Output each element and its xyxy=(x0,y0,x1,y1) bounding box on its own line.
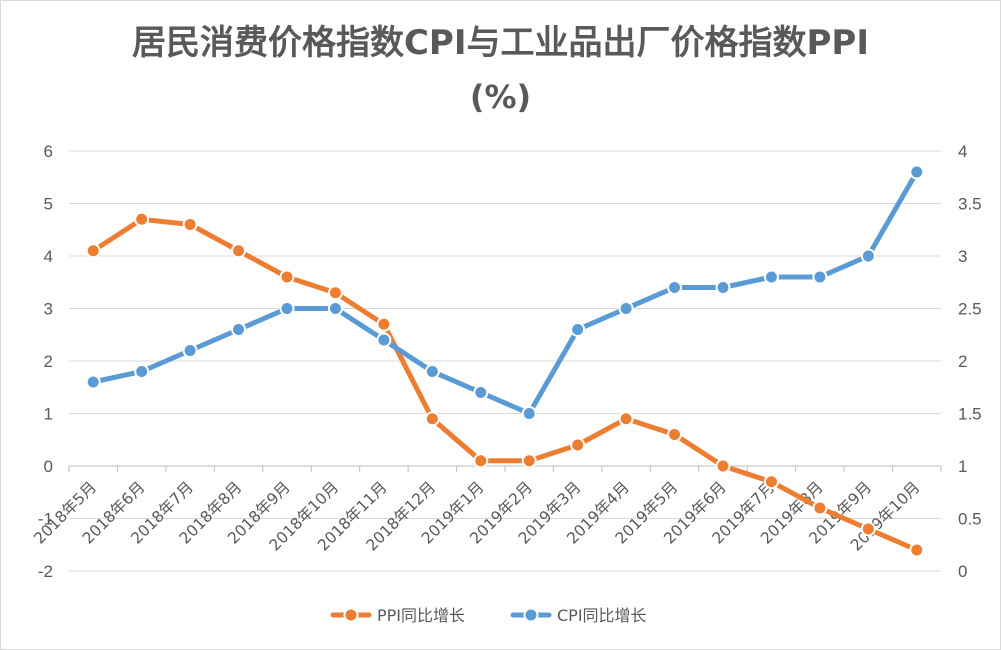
series-line xyxy=(90,169,920,416)
legend-marker xyxy=(343,607,359,623)
right-tick-label: 0.5 xyxy=(958,510,982,529)
data-point xyxy=(812,269,828,285)
data-point xyxy=(231,322,247,337)
legend: PPI同比增长 CPI同比增长 xyxy=(330,606,647,625)
right-tick-label: 3.5 xyxy=(958,195,982,214)
right-axis-ticks: 0 0.5 1 1.5 2 2.5 3 3.5 4 xyxy=(958,142,982,581)
data-point xyxy=(327,285,343,301)
right-tick-label: 3 xyxy=(958,247,967,266)
data-point xyxy=(667,427,683,442)
legend-label: PPI同比增长 xyxy=(377,606,465,625)
left-tick-label: 2 xyxy=(44,352,53,371)
gridlines xyxy=(68,150,942,572)
data-point xyxy=(473,385,489,400)
data-point xyxy=(85,374,101,390)
data-point xyxy=(763,474,779,490)
left-tick-label: 4 xyxy=(44,247,53,266)
left-tick-label: 1 xyxy=(44,405,53,424)
data-point xyxy=(376,332,392,348)
data-point xyxy=(763,269,779,285)
data-point xyxy=(424,411,440,427)
data-point xyxy=(570,437,586,453)
data-point xyxy=(812,500,828,516)
right-tick-label: 4 xyxy=(958,142,967,161)
chart-title: 居民消费价格指数CPI与工业品出厂价格指数PPI xyxy=(131,23,869,63)
right-tick-label: 0 xyxy=(958,562,967,581)
series-ppi xyxy=(85,211,925,558)
data-point xyxy=(521,453,537,469)
right-tick-label: 2.5 xyxy=(958,300,982,319)
data-point xyxy=(909,542,925,558)
left-tick-label: -1 xyxy=(38,510,53,529)
data-point xyxy=(134,364,150,379)
data-point xyxy=(860,248,876,264)
data-point xyxy=(667,280,683,295)
data-point xyxy=(715,458,731,474)
data-point xyxy=(182,217,198,232)
data-point xyxy=(279,301,295,316)
right-tick-label: 1.5 xyxy=(958,405,982,424)
data-point xyxy=(618,301,634,316)
data-point xyxy=(570,322,586,337)
data-point xyxy=(376,316,392,332)
left-tick-label: 0 xyxy=(44,457,53,476)
legend-marker xyxy=(523,607,539,623)
data-point xyxy=(279,269,295,285)
data-point xyxy=(618,411,634,427)
data-point xyxy=(715,280,731,295)
series-cpi xyxy=(85,164,925,421)
data-point xyxy=(231,243,247,259)
left-tick-label: -2 xyxy=(38,562,53,581)
data-point xyxy=(134,211,150,227)
left-tick-label: 6 xyxy=(44,142,53,161)
data-point xyxy=(860,521,876,537)
left-tick-label: 3 xyxy=(44,300,53,319)
data-point xyxy=(182,343,198,358)
data-point xyxy=(424,364,440,379)
left-tick-label: 5 xyxy=(44,195,53,214)
right-tick-label: 1 xyxy=(958,457,967,476)
chart-title-unit: (%) xyxy=(469,78,532,116)
left-axis-ticks: -2 -1 0 1 2 3 4 5 6 xyxy=(38,142,53,581)
series-line xyxy=(90,216,920,553)
data-point xyxy=(473,453,489,469)
data-point xyxy=(327,301,343,316)
data-point xyxy=(85,243,101,259)
data-point xyxy=(521,406,537,421)
right-tick-label: 2 xyxy=(958,352,967,371)
data-point xyxy=(909,164,925,180)
legend-label: CPI同比增长 xyxy=(557,606,647,625)
